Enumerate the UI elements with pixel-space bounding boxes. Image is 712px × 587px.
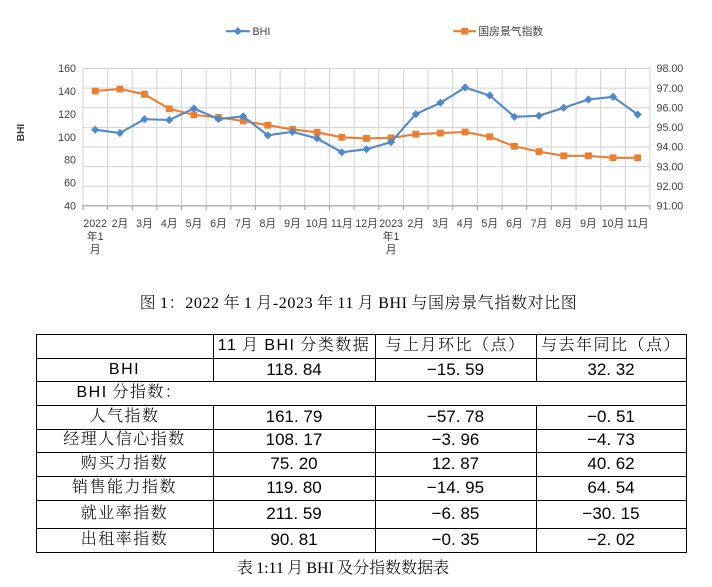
svg-text:月: 月 (386, 244, 397, 256)
svg-text:国房景气指数: 国房景气指数 (478, 23, 543, 39)
svg-text:93.00: 93.00 (657, 161, 684, 173)
svg-text:3月: 3月 (136, 218, 153, 230)
svg-text:6月: 6月 (210, 218, 227, 230)
svg-text:91.00: 91.00 (657, 201, 684, 213)
svg-text:2023: 2023 (379, 218, 403, 230)
svg-text:12月: 12月 (355, 218, 378, 230)
svg-text:9月: 9月 (580, 218, 597, 230)
svg-text:5月: 5月 (186, 218, 203, 230)
svg-text:40: 40 (64, 201, 76, 213)
svg-text:7月: 7月 (531, 218, 548, 230)
svg-text:10月: 10月 (306, 218, 329, 230)
svg-text:年1: 年1 (87, 230, 104, 243)
svg-text:8月: 8月 (259, 218, 276, 230)
svg-text:2022: 2022 (83, 218, 107, 230)
svg-text:8月: 8月 (555, 218, 572, 230)
svg-text:9月: 9月 (284, 218, 301, 230)
svg-text:140: 140 (58, 86, 76, 98)
svg-text:BHI: BHI (253, 26, 271, 38)
svg-text:4月: 4月 (161, 218, 178, 230)
svg-text:100: 100 (58, 132, 76, 144)
svg-text:11月: 11月 (331, 218, 353, 230)
svg-text:3月: 3月 (432, 218, 449, 230)
svg-text:97.00: 97.00 (657, 83, 684, 95)
svg-text:2月: 2月 (407, 218, 424, 230)
svg-text:BHI: BHI (16, 124, 27, 142)
svg-text:95.00: 95.00 (657, 122, 684, 134)
svg-text:4月: 4月 (457, 218, 474, 230)
svg-text:11月: 11月 (627, 218, 649, 230)
svg-text:月: 月 (90, 244, 101, 256)
svg-text:5月: 5月 (481, 218, 498, 230)
svg-text:96.00: 96.00 (657, 102, 684, 114)
svg-text:10月: 10月 (602, 218, 625, 230)
svg-text:年1: 年1 (383, 230, 400, 243)
svg-text:120: 120 (58, 109, 76, 121)
svg-text:7月: 7月 (235, 218, 252, 230)
svg-text:98.00: 98.00 (657, 63, 684, 75)
svg-text:160: 160 (58, 63, 76, 75)
svg-text:2月: 2月 (112, 218, 129, 230)
svg-text:94.00: 94.00 (657, 142, 684, 154)
svg-text:60: 60 (64, 178, 76, 190)
svg-text:80: 80 (64, 155, 76, 167)
svg-text:6月: 6月 (506, 218, 523, 230)
svg-text:92.00: 92.00 (657, 181, 684, 193)
